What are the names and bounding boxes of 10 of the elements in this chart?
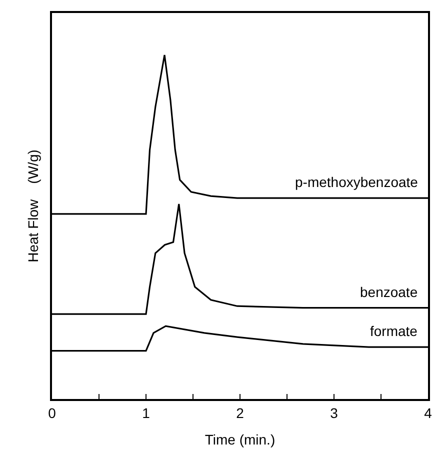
- series-label: p-methoxybenzoate: [295, 174, 418, 190]
- x-axis-title: Time (min.): [204, 432, 276, 448]
- x-tick-label: 4: [424, 404, 432, 421]
- series-label: formate: [370, 323, 418, 339]
- x-tick-label: 2: [236, 404, 244, 421]
- x-tick-label: 3: [330, 404, 338, 421]
- series-label: benzoate: [360, 284, 418, 300]
- x-tick-label: 1: [142, 404, 150, 421]
- x-tick-label: 0: [48, 404, 56, 421]
- y-axis-title: Heat Flow (W/g): [25, 150, 42, 262]
